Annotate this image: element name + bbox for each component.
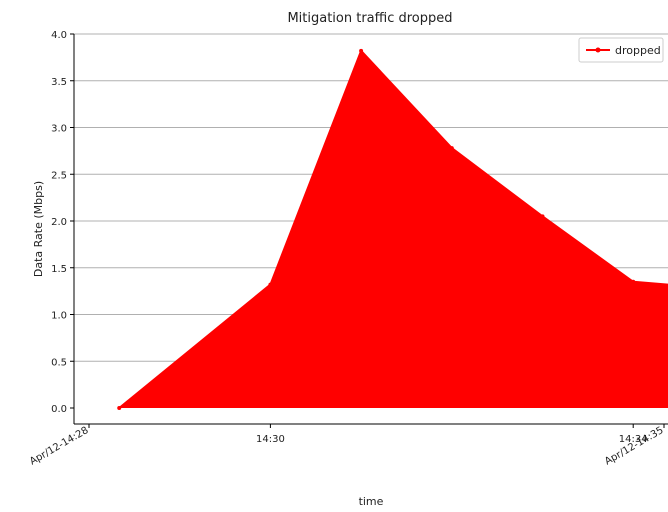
- data-point: [449, 146, 454, 151]
- series-area-layer: [117, 48, 668, 410]
- legend-marker-swatch: [595, 47, 601, 53]
- x-tick-label: Apr/12-14:28: [28, 425, 91, 467]
- data-point: [631, 279, 636, 284]
- x-tick-label: 14:30: [256, 434, 285, 445]
- y-tick-label: 1.5: [51, 264, 67, 275]
- legend: dropped: [578, 37, 664, 63]
- axes: [73, 34, 668, 425]
- y-tick-label: 1.0: [51, 311, 67, 322]
- x-tick-label: 14:34: [619, 434, 648, 445]
- y-tick-label: 3.5: [51, 77, 67, 88]
- y-tick-label: 2.0: [51, 217, 67, 228]
- y-tick-label: 4.0: [51, 30, 67, 41]
- y-tick-label: 0.5: [51, 357, 67, 368]
- x-axis-label: time: [359, 495, 384, 508]
- y-tick-label: 2.5: [51, 170, 67, 181]
- legend-label-dropped: dropped: [615, 44, 661, 57]
- y-tick-label: 0.0: [51, 404, 67, 415]
- data-point: [268, 282, 273, 287]
- series-area-dropped: [119, 50, 668, 408]
- data-point: [117, 406, 122, 410]
- chart-title: Mitigation traffic dropped: [287, 11, 452, 26]
- y-tick-label: 3.0: [51, 124, 67, 135]
- legend-box: [578, 37, 664, 63]
- x-tick-label: Apr/12-14:35: [603, 425, 666, 467]
- data-point: [359, 48, 364, 53]
- y-axis-label: Data Rate (Mbps): [32, 181, 45, 277]
- data-point: [540, 214, 545, 219]
- y-axis-ticks: 0.0 0.5 1.0 1.5 2.0 2.5 3.0 3.5 4.0: [51, 30, 74, 415]
